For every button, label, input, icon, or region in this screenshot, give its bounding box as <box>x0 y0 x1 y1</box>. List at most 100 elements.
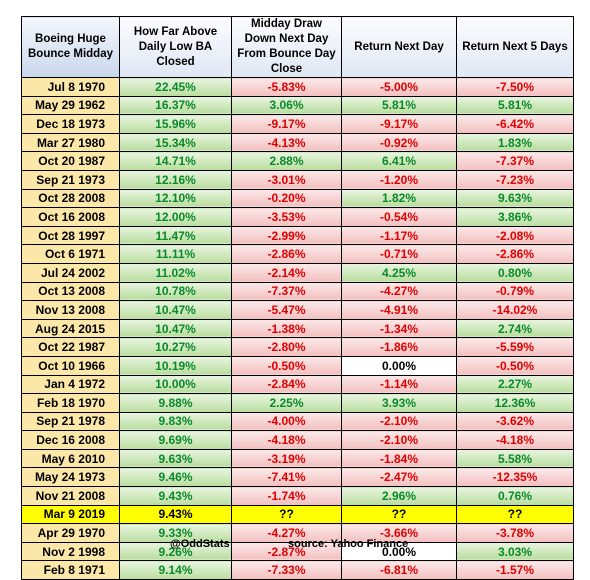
cell-next-day: -5.00% <box>341 77 457 97</box>
cell-next-5: 9.63% <box>456 188 574 209</box>
header-above-low: How Far Above Daily Low BA Closed <box>119 16 232 78</box>
cell-date: Feb 8 1971 <box>21 560 120 580</box>
cell-next-5: -0.79% <box>456 281 574 302</box>
cell-next-5: -2.86% <box>456 244 574 264</box>
cell-next-5: 1.83% <box>456 132 574 153</box>
cell-date: Mar 9 2019 <box>21 504 120 525</box>
table-row: Sep 21 1973 12.16% -3.01% -1.20% -7.23% <box>21 169 574 190</box>
cell-next-day: -4.27% <box>341 281 457 302</box>
cell-next-day: -2.10% <box>341 411 457 432</box>
cell-next-5: -7.23% <box>456 169 574 190</box>
table-row: Feb 18 1970 9.88% 2.25% 3.93% 12.36% <box>21 393 574 413</box>
cell-next-day: -9.17% <box>341 114 457 134</box>
cell-drawdown: -9.17% <box>231 114 342 134</box>
cell-drawdown: -3.53% <box>231 207 342 227</box>
cell-next-5: -3.78% <box>456 523 574 543</box>
cell-date: May 29 1962 <box>21 95 120 116</box>
cell-date: Nov 21 2008 <box>21 486 120 506</box>
cell-above-low: 9.14% <box>119 560 232 580</box>
cell-next-5: 3.86% <box>456 207 574 227</box>
cell-drawdown: -0.20% <box>231 188 342 209</box>
cell-date: Oct 6 1971 <box>21 244 120 264</box>
table-row: Oct 28 2008 12.10% -0.20% 1.82% 9.63% <box>21 188 574 209</box>
table-row: May 6 2010 9.63% -3.19% -1.84% 5.58% <box>21 448 574 469</box>
cell-drawdown: 2.88% <box>231 151 342 171</box>
cell-next-day: -0.71% <box>341 244 457 264</box>
cell-above-low: 9.88% <box>119 393 232 413</box>
cell-above-low: 9.26% <box>119 541 232 562</box>
cell-above-low: 10.47% <box>119 300 232 320</box>
cell-next-day: 0.00% <box>341 541 457 562</box>
cell-drawdown: -1.74% <box>231 486 342 506</box>
cell-next-5: 5.58% <box>456 448 574 469</box>
cell-next-5: -14.02% <box>456 300 574 320</box>
cell-next-5: -5.59% <box>456 337 574 357</box>
cell-next-day: 4.25% <box>341 262 457 283</box>
cell-next-day: -1.17% <box>341 225 457 246</box>
table-row: Mar 27 1980 15.34% -4.13% -0.92% 1.83% <box>21 132 574 153</box>
cell-next-day: 3.93% <box>341 393 457 413</box>
bounce-stats-table: Boeing Huge Bounce Midday How Far Above … <box>21 16 574 580</box>
cell-date: Oct 22 1987 <box>21 337 120 357</box>
cell-next-day: -1.20% <box>341 169 457 190</box>
table-row: Mar 9 2019 9.43%?????? <box>21 504 574 525</box>
cell-next-5: 2.27% <box>456 374 574 395</box>
cell-next-day: -2.47% <box>341 467 457 488</box>
cell-next-5: 5.81% <box>456 95 574 116</box>
cell-drawdown: -3.19% <box>231 448 342 469</box>
cell-drawdown: -0.50% <box>231 355 342 376</box>
table-row: Dec 18 1973 15.96% -9.17% -9.17% -6.42% <box>21 114 574 134</box>
cell-date: May 24 1973 <box>21 467 120 488</box>
cell-above-low: 14.71% <box>119 151 232 171</box>
cell-next-day: -4.91% <box>341 300 457 320</box>
cell-next-5: -1.57% <box>456 560 574 580</box>
cell-above-low: 9.43% <box>119 504 232 525</box>
table-row: Sep 21 1978 9.83% -4.00% -2.10% -3.62% <box>21 411 574 432</box>
cell-drawdown: -7.41% <box>231 467 342 488</box>
cell-next-5: ?? <box>456 504 574 525</box>
header-drawdown: Midday Draw Down Next Day From Bounce Da… <box>231 16 342 78</box>
cell-date: Aug 24 2015 <box>21 318 120 339</box>
cell-drawdown: -5.47% <box>231 300 342 320</box>
table-row: Oct 28 1997 11.47% -2.99% -1.17% -2.08% <box>21 225 574 246</box>
cell-date: Dec 18 1973 <box>21 114 120 134</box>
cell-drawdown: -2.86% <box>231 244 342 264</box>
cell-drawdown: -2.84% <box>231 374 342 395</box>
cell-next-5: 12.36% <box>456 393 574 413</box>
cell-next-day: 1.82% <box>341 188 457 209</box>
cell-date: Oct 28 1997 <box>21 225 120 246</box>
table-row: Jan 4 1972 10.00% -2.84% -1.14% 2.27% <box>21 374 574 395</box>
cell-date: Oct 20 1987 <box>21 151 120 171</box>
cell-above-low: 10.19% <box>119 355 232 376</box>
cell-next-5: -2.08% <box>456 225 574 246</box>
table-row: Nov 13 2008 10.47% -5.47% -4.91% -14.02% <box>21 300 574 320</box>
cell-next-day: ?? <box>341 504 457 525</box>
cell-next-5: -12.35% <box>456 467 574 488</box>
cell-date: Jul 8 1970 <box>21 77 120 97</box>
cell-above-low: 10.27% <box>119 337 232 357</box>
cell-drawdown: ?? <box>231 504 342 525</box>
cell-date: Oct 10 1966 <box>21 355 120 376</box>
cell-drawdown: 2.25% <box>231 393 342 413</box>
table-row: Oct 20 1987 14.71% 2.88% 6.41% -7.37% <box>21 151 574 171</box>
cell-next-day: -6.81% <box>341 560 457 580</box>
cell-date: Jan 4 1972 <box>21 374 120 395</box>
header-date: Boeing Huge Bounce Midday <box>21 16 120 78</box>
table-row: Jul 24 2002 11.02% -2.14% 4.25% 0.80% <box>21 262 574 283</box>
footer-source: source: Yahoo Finance <box>288 538 409 550</box>
cell-above-low: 12.16% <box>119 169 232 190</box>
cell-above-low: 9.33% <box>119 523 232 543</box>
cell-next-day: -1.14% <box>341 374 457 395</box>
cell-next-5: 0.80% <box>456 262 574 283</box>
cell-drawdown: -2.80% <box>231 337 342 357</box>
cell-next-5: -0.50% <box>456 355 574 376</box>
cell-next-day: 6.41% <box>341 151 457 171</box>
cell-date: Oct 13 2008 <box>21 281 120 302</box>
cell-next-day: 0.00% <box>341 355 457 376</box>
cell-above-low: 9.63% <box>119 448 232 469</box>
table-row: May 24 1973 9.46% -7.41% -2.47% -12.35% <box>21 467 574 488</box>
cell-next-day: -2.10% <box>341 430 457 450</box>
cell-above-low: 16.37% <box>119 95 232 116</box>
cell-next-day: 5.81% <box>341 95 457 116</box>
cell-date: Nov 13 2008 <box>21 300 120 320</box>
